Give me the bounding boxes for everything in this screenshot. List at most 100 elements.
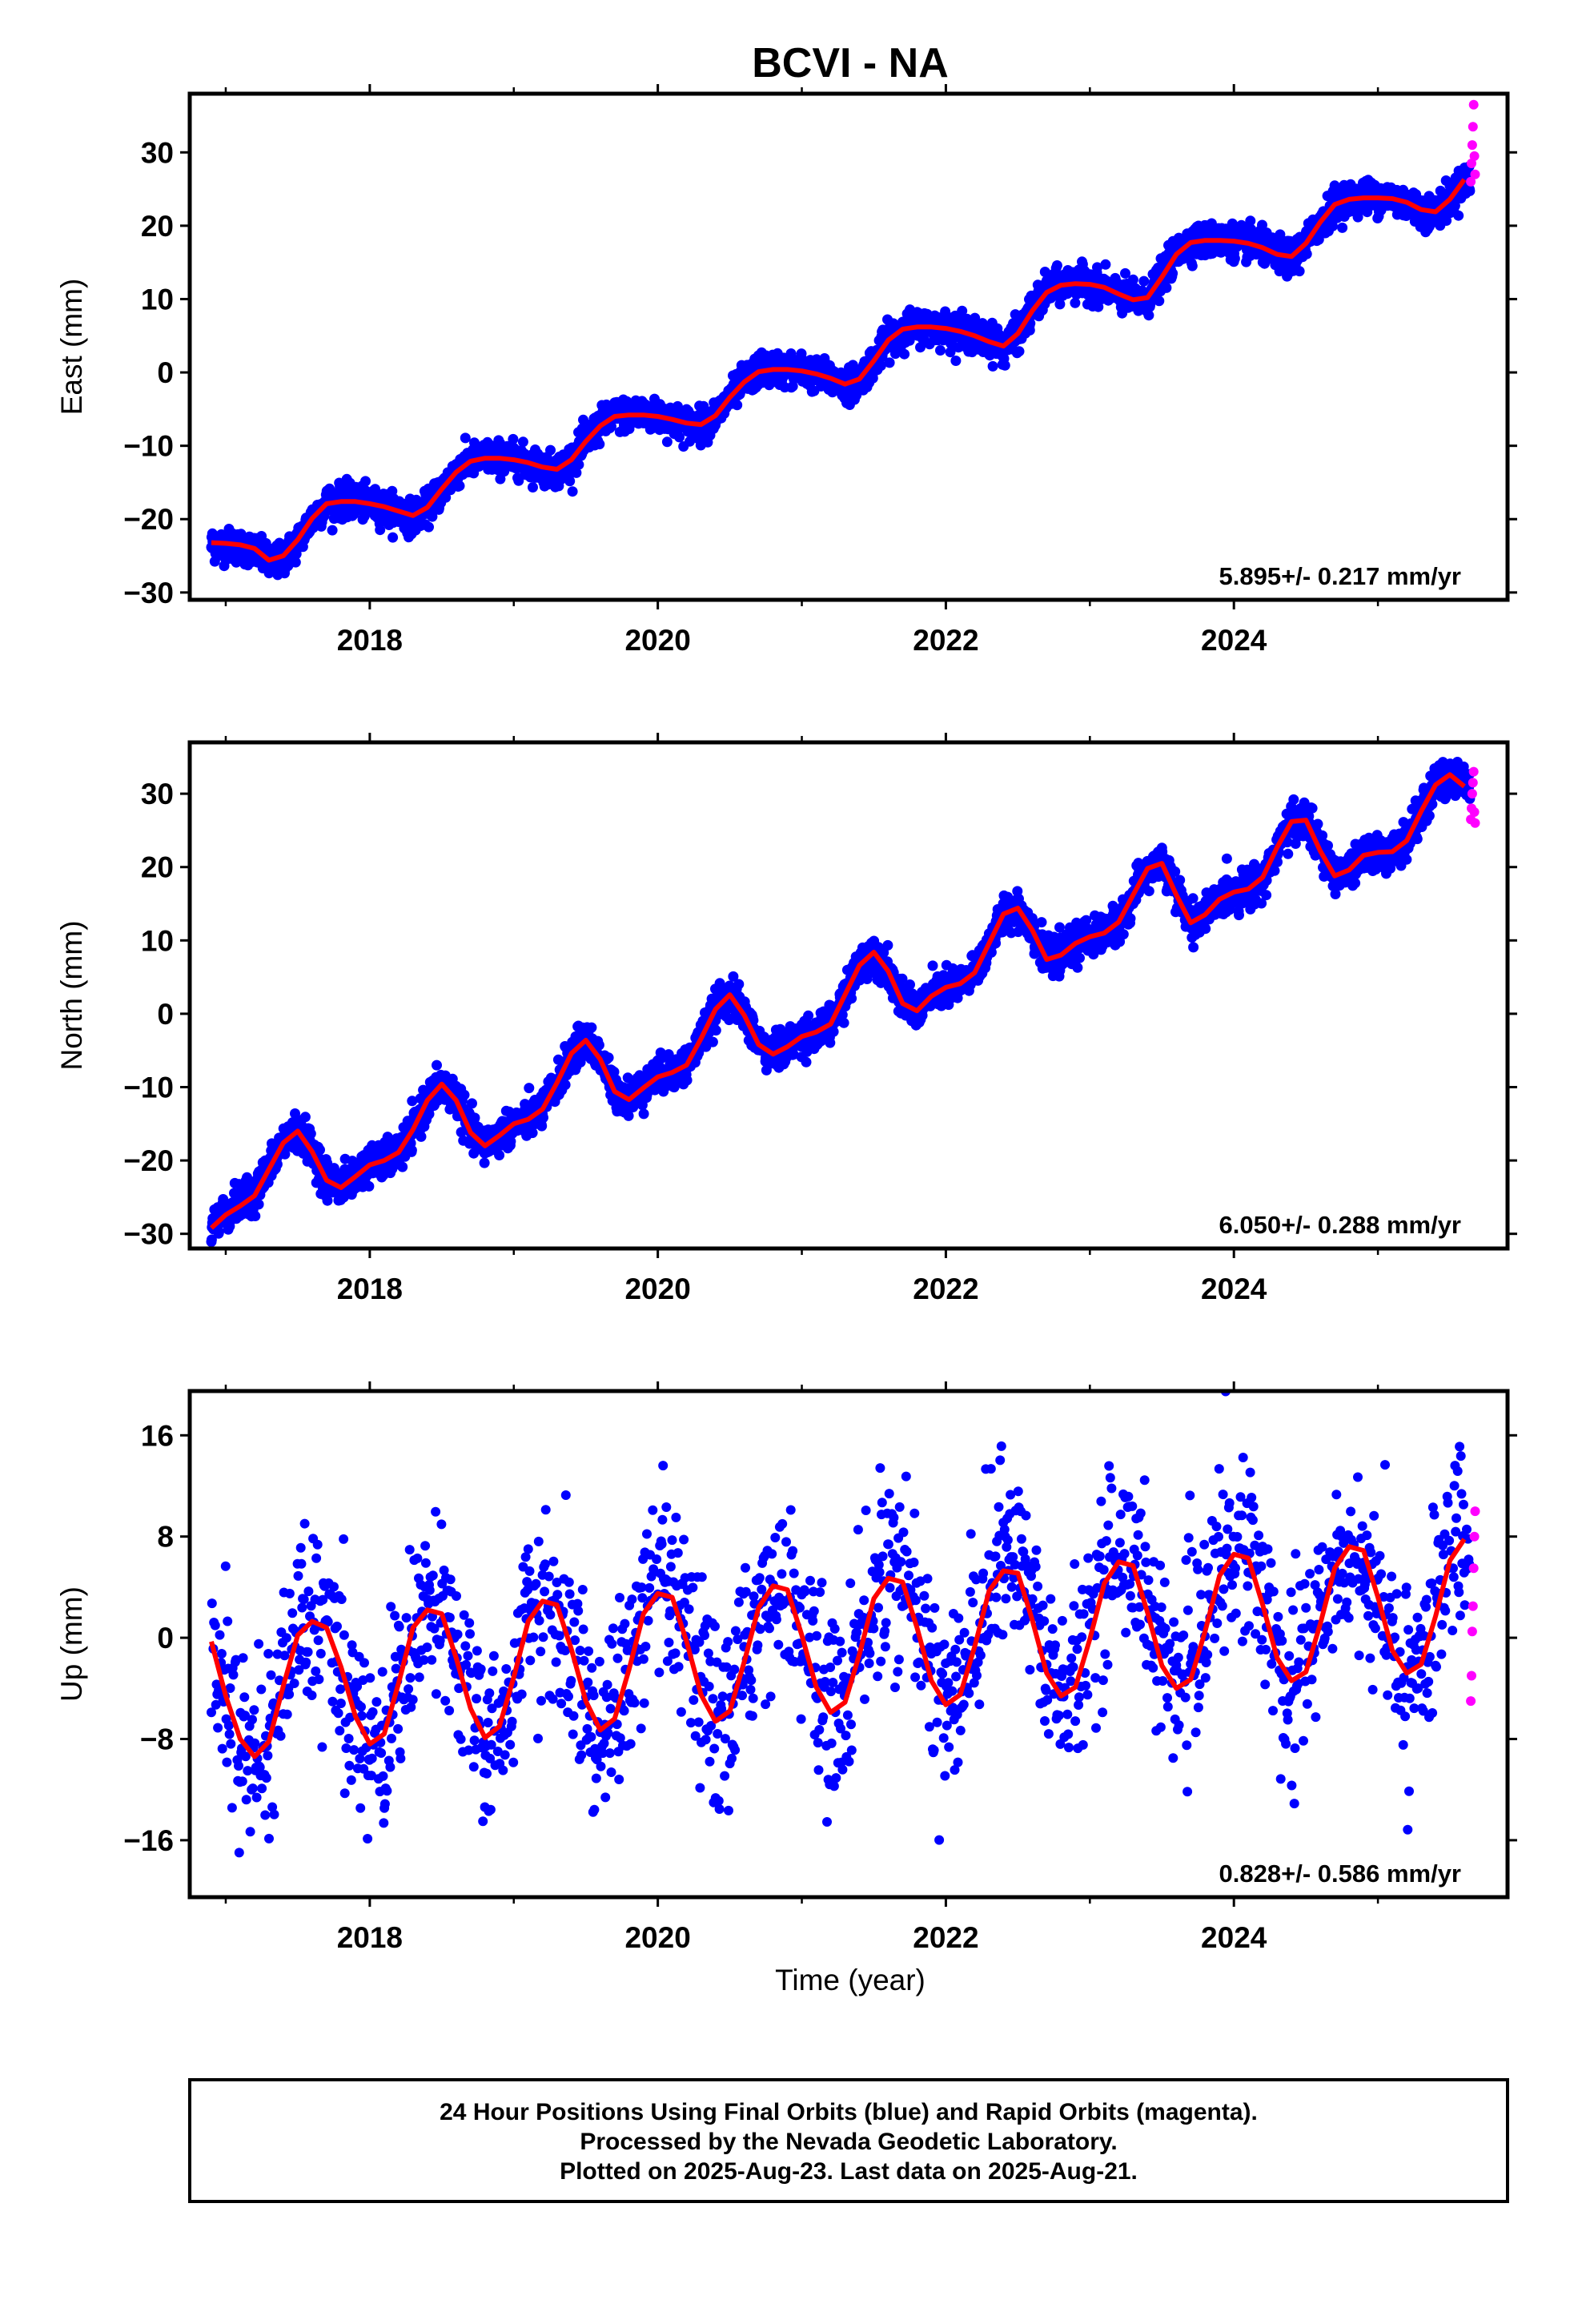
rapid-orbit-point (1470, 169, 1480, 179)
final-orbit-point (586, 1022, 597, 1033)
x-tick-label: 2018 (337, 624, 403, 657)
y-tick-label: 10 (141, 283, 174, 316)
final-orbit-point (290, 557, 301, 568)
final-orbit-point (950, 356, 962, 366)
final-orbit-point (527, 1128, 538, 1139)
final-orbit-point (427, 511, 438, 522)
final-orbit-point (454, 480, 465, 492)
final-orbit-point (867, 372, 878, 384)
final-orbit-point (363, 1180, 375, 1192)
y-tick-label: −10 (123, 430, 174, 463)
final-orbit-point (638, 1108, 649, 1120)
final-orbit-point (440, 492, 452, 503)
final-orbit-point (1327, 220, 1338, 231)
final-orbit-point (1257, 219, 1267, 231)
final-orbit-point (494, 1150, 505, 1160)
final-orbit-point (603, 1052, 614, 1063)
final-orbit-point (305, 1128, 316, 1140)
final-orbit-point (1453, 210, 1464, 221)
final-orbit-point (1313, 234, 1324, 245)
final-orbit-point (1143, 310, 1154, 321)
rapid-orbit-point (1467, 140, 1477, 151)
x-tick-label: 2024 (1201, 624, 1267, 657)
final-orbit-point (327, 525, 338, 536)
final-orbit-point (456, 1127, 467, 1138)
final-orbit-point (375, 525, 386, 536)
final-orbit-point (513, 475, 524, 486)
final-orbit-point (407, 1096, 418, 1107)
final-orbit-point (899, 348, 910, 360)
y-axis-label: East (mm) (55, 279, 88, 416)
final-orbit-point (545, 444, 556, 456)
final-orbit-point (1154, 296, 1165, 307)
final-orbit-point (206, 1234, 217, 1245)
final-orbit-point (260, 537, 271, 549)
final-orbit-point (524, 1083, 535, 1094)
final-orbit-point (1161, 282, 1172, 293)
final-orbit-point (608, 1067, 620, 1077)
final-orbit-point (1127, 274, 1138, 285)
final-orbit-point (479, 1157, 490, 1168)
rapid-orbit-points (1466, 99, 1480, 187)
final-orbit-point (432, 1059, 442, 1071)
final-orbit-point (571, 467, 582, 478)
final-orbit-point (315, 1144, 325, 1156)
final-orbit-point (1301, 248, 1312, 259)
final-orbit-point (517, 436, 528, 448)
final-orbit-point (508, 433, 519, 444)
y-tick-label: 20 (141, 210, 174, 243)
final-orbit-point (567, 486, 578, 497)
final-orbit-point (1138, 275, 1150, 287)
final-orbit-point (875, 360, 886, 372)
final-orbit-point (1070, 297, 1081, 308)
rapid-orbit-point (1468, 99, 1479, 110)
final-orbit-point (593, 1039, 604, 1051)
final-orbit-point (1245, 215, 1256, 227)
final-orbit-point (1464, 185, 1476, 196)
final-orbit-point (1100, 259, 1111, 270)
final-orbit-point (674, 432, 685, 443)
plot-frame (187, 91, 1510, 602)
plot-area (206, 757, 1480, 1248)
final-orbit-point (253, 1199, 264, 1210)
y-tick-label: 0 (157, 356, 174, 389)
final-orbit-point (1054, 299, 1066, 310)
final-orbit-point (560, 1080, 571, 1091)
final-orbit-point (322, 1195, 333, 1206)
model-fit-line (211, 178, 1467, 563)
final-orbit-point (999, 360, 1010, 371)
final-orbit-point (387, 532, 399, 543)
final-orbit-point (1014, 346, 1025, 357)
y-tick-label: 30 (141, 136, 174, 169)
y-tick-label: −20 (123, 503, 174, 536)
plot-area (206, 99, 1480, 581)
final-orbit-point (460, 432, 471, 444)
final-orbit-point (1167, 267, 1178, 279)
final-orbit-point (416, 1131, 427, 1142)
final-orbit-point (594, 439, 605, 450)
final-orbit-point (1229, 253, 1240, 264)
final-orbit-point (214, 1226, 224, 1237)
x-tick-label: 2022 (913, 624, 978, 657)
final-orbit-point (397, 1161, 408, 1172)
final-orbit-point (1449, 200, 1460, 211)
rapid-orbit-point (1469, 151, 1480, 161)
final-orbit-point (250, 1211, 261, 1221)
final-orbit-point (1051, 260, 1062, 271)
final-orbit-point (1246, 223, 1257, 235)
final-orbit-point (505, 1136, 516, 1147)
final-orbit-point (634, 1070, 645, 1081)
final-orbit-point (732, 400, 743, 411)
final-orbit-point (935, 345, 946, 356)
final-orbit-point (538, 1112, 548, 1123)
final-orbit-point (424, 521, 434, 533)
final-orbit-point (1039, 267, 1050, 277)
final-orbit-point (299, 1112, 311, 1123)
rapid-orbit-point (1468, 122, 1478, 132)
final-orbit-point (1092, 262, 1102, 273)
final-orbit-point (987, 360, 998, 372)
final-orbit-point (564, 476, 576, 487)
